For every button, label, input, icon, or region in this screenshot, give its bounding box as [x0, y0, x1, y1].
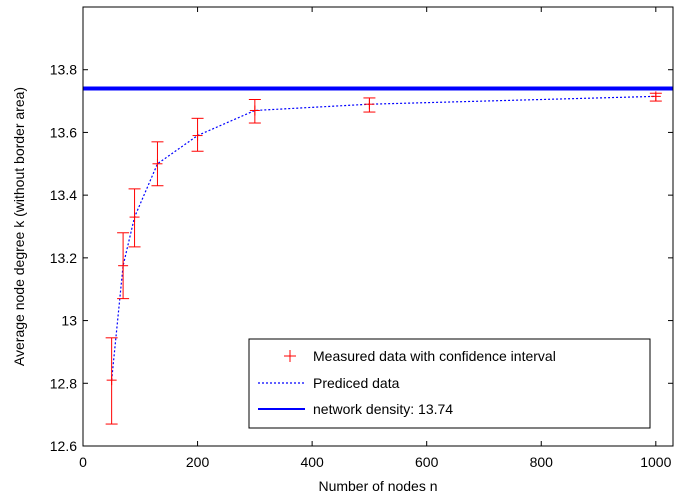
measured-point-2: [128, 188, 141, 248]
legend-label-density: network density: 13.74: [313, 401, 453, 417]
measured-point-3: [151, 141, 164, 187]
x-axis-label: Number of nodes n: [318, 478, 437, 494]
legend-label-measured: Measured data with confidence interval: [313, 348, 556, 364]
y-tick-label: 13.6: [50, 124, 77, 140]
y-tick-label: 13: [61, 313, 77, 329]
measured-point-6: [363, 97, 376, 113]
x-tick-label: 1000: [640, 454, 671, 470]
x-tick-label: 400: [300, 454, 324, 470]
measured-point-5: [248, 99, 261, 124]
axes: 0 200 400 600 800 1000 12.6 12.8 13 13.2 13.4 13.6 1…: [50, 6, 674, 470]
x-tick-label: 200: [186, 454, 210, 470]
legend-box: [248, 338, 651, 429]
y-tick-label: 13.8: [50, 62, 77, 78]
legend: Measured data with confidence interval Pr…: [248, 338, 651, 429]
measured-point-4: [191, 117, 204, 152]
y-tick-label: 12.6: [50, 438, 77, 454]
x-tick-label: 800: [530, 454, 554, 470]
legend-label-predicted: Prediced data: [313, 375, 400, 391]
measured-point-0: [105, 337, 118, 425]
y-axis-label: Average node degree k (without border ar…: [11, 87, 27, 366]
x-tick-label: 600: [415, 454, 439, 470]
x-tick-label: 0: [79, 454, 87, 470]
y-tick-label: 13.4: [50, 187, 77, 203]
measured-point-7: [649, 91, 662, 102]
y-tick-label: 13.2: [50, 250, 77, 266]
y-tick-label: 12.8: [50, 375, 77, 391]
axes-box: [82, 6, 674, 447]
measured-point-1: [117, 232, 130, 300]
plot-content: [83, 86, 673, 425]
